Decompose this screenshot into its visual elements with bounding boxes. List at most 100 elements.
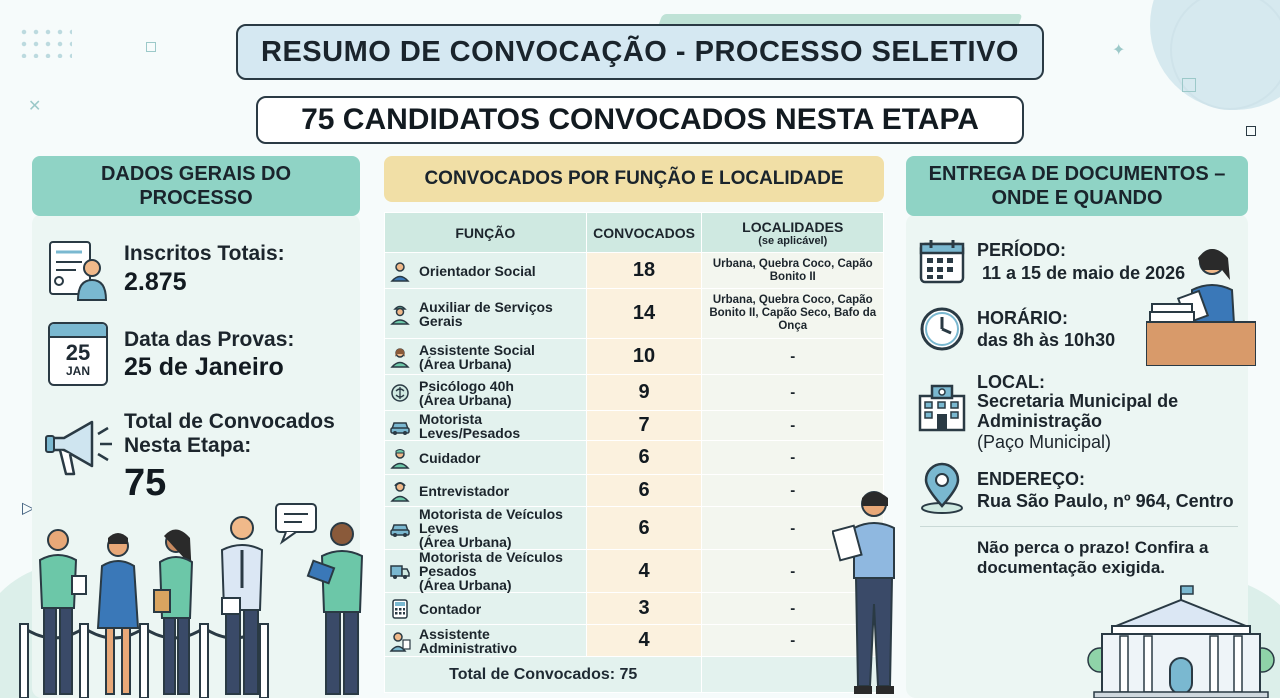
row-count: 6 [585,474,703,507]
row-funcao-text: Entrevistador [419,484,509,498]
table-total-row: Total de Convocados: 75 [383,656,884,693]
decor-square [146,42,156,52]
decor-square [1182,78,1196,92]
row-funcao-text: Motorista Leves/Pesados [419,412,586,440]
row-count: 4 [585,549,703,593]
convocados-value: 75 [124,462,167,504]
decor-dots [18,26,72,58]
col-localidades-sub: (se aplicável) [758,234,828,247]
row-localidades: - [701,410,884,441]
table-header-row: FUNÇÃO CONVOCADOS LOCALIDADES (se aplicá… [384,212,884,253]
calculator-icon [392,598,408,619]
row-localidades: Urbana, Quebra Coco, Capão Bonito II [701,252,884,289]
row-count: 9 [585,374,703,411]
car-icon [390,421,410,435]
building-icon [918,384,966,432]
table-total-empty [701,656,884,693]
worker-icon [390,305,410,325]
table-row: Psicólogo 40h (Área Urbana) 9- [384,374,884,411]
endereco-value: Rua São Paulo, nº 964, Centro [977,491,1234,511]
right-divider [920,526,1238,527]
decor-x: ✕ [28,96,42,115]
convocados-table: FUNÇÃO CONVOCADOS LOCALIDADES (se aplicá… [383,212,884,693]
row-funcao-label: Orientador Social [419,262,536,279]
row-funcao: Entrevistador [384,474,587,507]
decor-sparkle: ✦ [1112,40,1126,59]
truck-icon [390,565,410,579]
row-funcao-label: Contador [419,600,482,617]
row-funcao: Motorista Leves/Pesados [384,410,587,441]
table-row: Assistente Administrativo 4- [384,624,884,657]
woman-desk-illustration [1146,249,1256,366]
endereco-label: ENDEREÇO: [977,469,1086,489]
inscritos-value: 2.875 [124,268,187,296]
row-localidades: - [701,440,884,475]
brain-icon [391,383,409,402]
calendar-month: JAN [65,364,90,378]
page-subtitle: 75 CANDIDATOS CONVOCADOS NESTA ETAPA [256,96,1024,144]
social-worker-icon [390,347,410,368]
table-row: Motorista Leves/Pesados 7- [384,410,884,441]
row-localidades: - [701,624,884,657]
aviso-line-1: Não perca o prazo! Confira a [977,538,1209,557]
table-row: Cuidador 6- [384,440,884,475]
row-funcao: Assistente Social (Área Urbana) [384,338,587,375]
periodo-label: PERÍODO: [977,240,1067,260]
row-funcao-text: Motorista de Veículos Pesados (Área Urban… [419,550,586,592]
table-heading: CONVOCADOS POR FUNÇÃO E LOCALIDADE [384,156,884,202]
admin-icon [389,631,411,652]
provas-label: Data das Provas: [124,328,295,351]
row-funcao-sublabel: (Área Urbana) [419,391,512,408]
table-row: Motorista de Veículos Leves (Área Urbana)… [384,506,884,550]
people-queue-illustration [19,503,364,698]
row-count: 6 [585,506,703,550]
table-row: Motorista de Veículos Pesados (Área Urban… [384,549,884,593]
row-funcao-label: Cuidador [419,449,481,466]
car-icon [390,524,410,537]
row-count: 3 [585,592,703,625]
local-label: LOCAL: [977,372,1045,392]
inscritos-label: Inscritos Totais: [124,242,285,265]
row-funcao: Psicólogo 40h (Área Urbana) [384,374,587,411]
decor-square [1246,126,1256,136]
table-row: Entrevistador 6- [384,474,884,507]
row-localidades: - [701,592,884,625]
city-hall-illustration [1087,585,1275,698]
row-count: 10 [585,338,703,375]
row-funcao: Cuidador [384,440,587,475]
row-count: 6 [585,440,703,475]
col-localidades: LOCALIDADES (se aplicável) [701,212,884,253]
periodo-value: 11 a 15 de maio de 2026 [982,263,1186,283]
calendar-grid-icon [919,240,965,284]
row-funcao-text: Assistente Administrativo [419,627,586,655]
row-count: 14 [585,288,703,339]
row-funcao: Contador [384,592,587,625]
row-funcao-text: Cuidador [419,451,480,465]
row-funcao-text: Contador [419,602,481,616]
row-funcao-sublabel: (Área Urbana) [419,355,512,372]
row-funcao-sublabel: (Área Urbana) [419,577,512,593]
convocados-label-1: Total de Convocados [124,410,335,433]
horario-label: HORÁRIO: [977,308,1068,328]
row-funcao-label: Motorista Leves/Pesados [419,410,521,441]
calendar-icon: 25 JAN [48,322,108,386]
row-funcao-text: Motorista de Veículos Leves (Área Urbana) [419,507,586,549]
horario-value: das 8h às 10h30 [977,330,1116,350]
caregiver-icon [390,448,410,469]
local-value-2: Administração [977,411,1103,431]
row-funcao-text: Psicólogo 40h (Área Urbana) [419,379,514,407]
row-funcao: Motorista de Veículos Pesados (Área Urban… [384,549,587,593]
row-funcao: Assistente Administrativo [384,624,587,657]
decor-triangle: ▷ [22,498,35,517]
local-value-1: Secretaria Municipal de [977,391,1179,411]
row-funcao-label: Motorista de Veículos Leves [419,506,563,536]
table-row: Auxiliar de Serviços Gerais 14 Urbana, Queb… [384,288,884,339]
row-localidades: - [701,338,884,375]
location-pin-icon [921,462,963,514]
left-panel-heading: DADOS GERAIS DO PROCESSO [32,156,360,216]
convocados-label-2: Nesta Etapa: [124,434,252,457]
row-funcao-label: Assistente Social [419,341,535,358]
page-title: RESUMO DE CONVOCAÇÃO - PROCESSO SELETIVO [236,24,1044,80]
table-row: Assistente Social (Área Urbana) 10- [384,338,884,375]
interviewer-icon [390,481,410,502]
